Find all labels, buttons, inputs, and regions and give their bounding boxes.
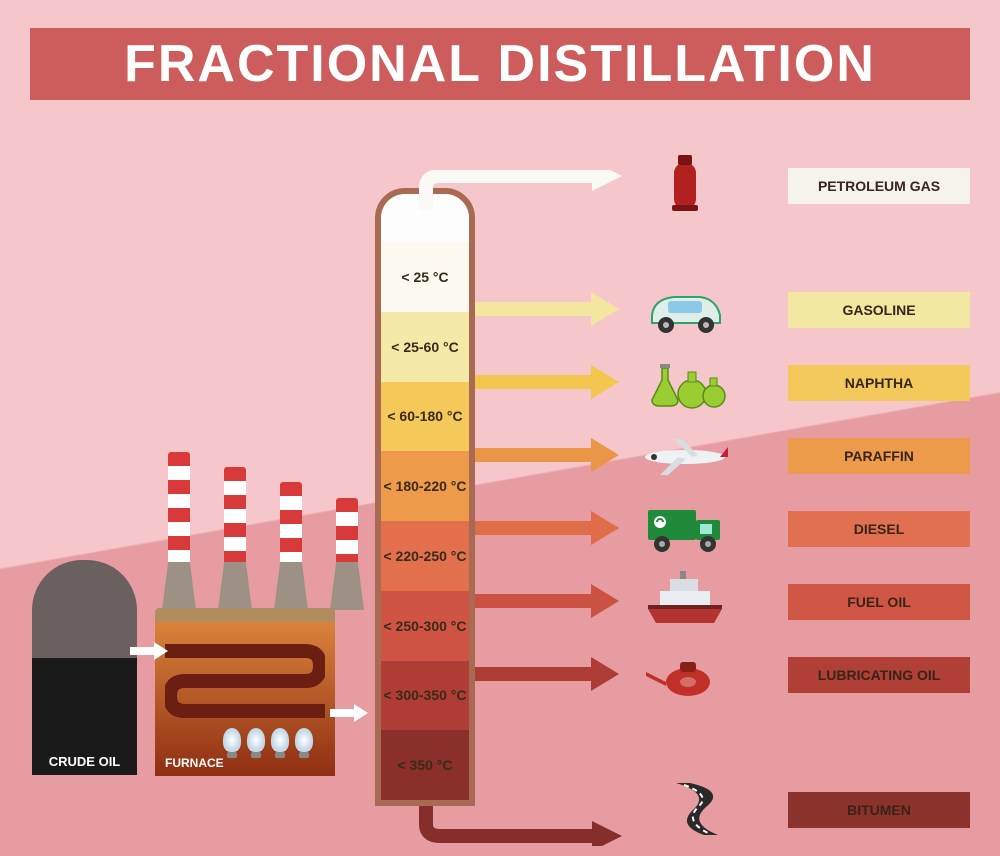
product-label: GASOLINE [788, 292, 970, 328]
product-label: DIESEL [788, 511, 970, 547]
column-band: < 220-250 °C [381, 521, 469, 591]
product-arrow-icon [475, 586, 625, 616]
column-band: < 60-180 °C [381, 382, 469, 452]
product-label: BITUMEN [788, 792, 970, 828]
crude-oil-label: CRUDE OIL [32, 754, 137, 769]
product-label: PETROLEUM GAS [788, 168, 970, 204]
flasks-icon [630, 351, 740, 411]
chimneys [162, 452, 364, 610]
plane-icon [630, 424, 740, 484]
product-label: NAPHTHA [788, 365, 970, 401]
chimney [218, 467, 252, 610]
product-label: PARAFFIN [788, 438, 970, 474]
crude-oil-tank: CRUDE OIL [32, 560, 137, 775]
title-text: FRACTIONAL DISTILLATION [124, 34, 876, 94]
column-band: < 25 °C [381, 242, 469, 312]
road-icon [630, 778, 740, 838]
product-label: FUEL OIL [788, 584, 970, 620]
product-label: LUBRICATING OIL [788, 657, 970, 693]
crude-to-furnace-arrow-icon [130, 642, 170, 660]
ship-icon [630, 570, 740, 630]
furnace-to-column-arrow-icon [330, 704, 370, 722]
product-arrow-icon [475, 440, 625, 470]
furnace-coil-icon [165, 636, 325, 726]
chimney [330, 498, 364, 610]
column-band: < 25-60 °C [381, 312, 469, 382]
truck-icon [630, 497, 740, 557]
chimney [274, 482, 308, 610]
car-icon [630, 278, 740, 338]
title-bar: FRACTIONAL DISTILLATION [30, 28, 970, 100]
product-arrow-icon [475, 513, 625, 543]
product-arrow-icon [475, 294, 625, 324]
column-band: < 180-220 °C [381, 451, 469, 521]
oil-can-icon [630, 643, 740, 703]
flame-row [223, 728, 313, 752]
furnace: FURNACE [155, 608, 335, 776]
distillation-column: < 25 °C< 25-60 °C< 60-180 °C< 180-220 °C… [375, 188, 475, 806]
column-band: < 250-300 °C [381, 591, 469, 661]
gas-cylinder-icon [630, 154, 740, 214]
furnace-label: FURNACE [165, 756, 224, 770]
product-arrow-icon [475, 367, 625, 397]
gas-arrow-icon [418, 170, 628, 210]
product-arrow-icon [475, 659, 625, 689]
bitumen-arrow-icon [418, 806, 628, 846]
column-band: < 300-350 °C [381, 661, 469, 731]
column-band: < 350 °C [381, 730, 469, 800]
chimney [162, 452, 196, 610]
